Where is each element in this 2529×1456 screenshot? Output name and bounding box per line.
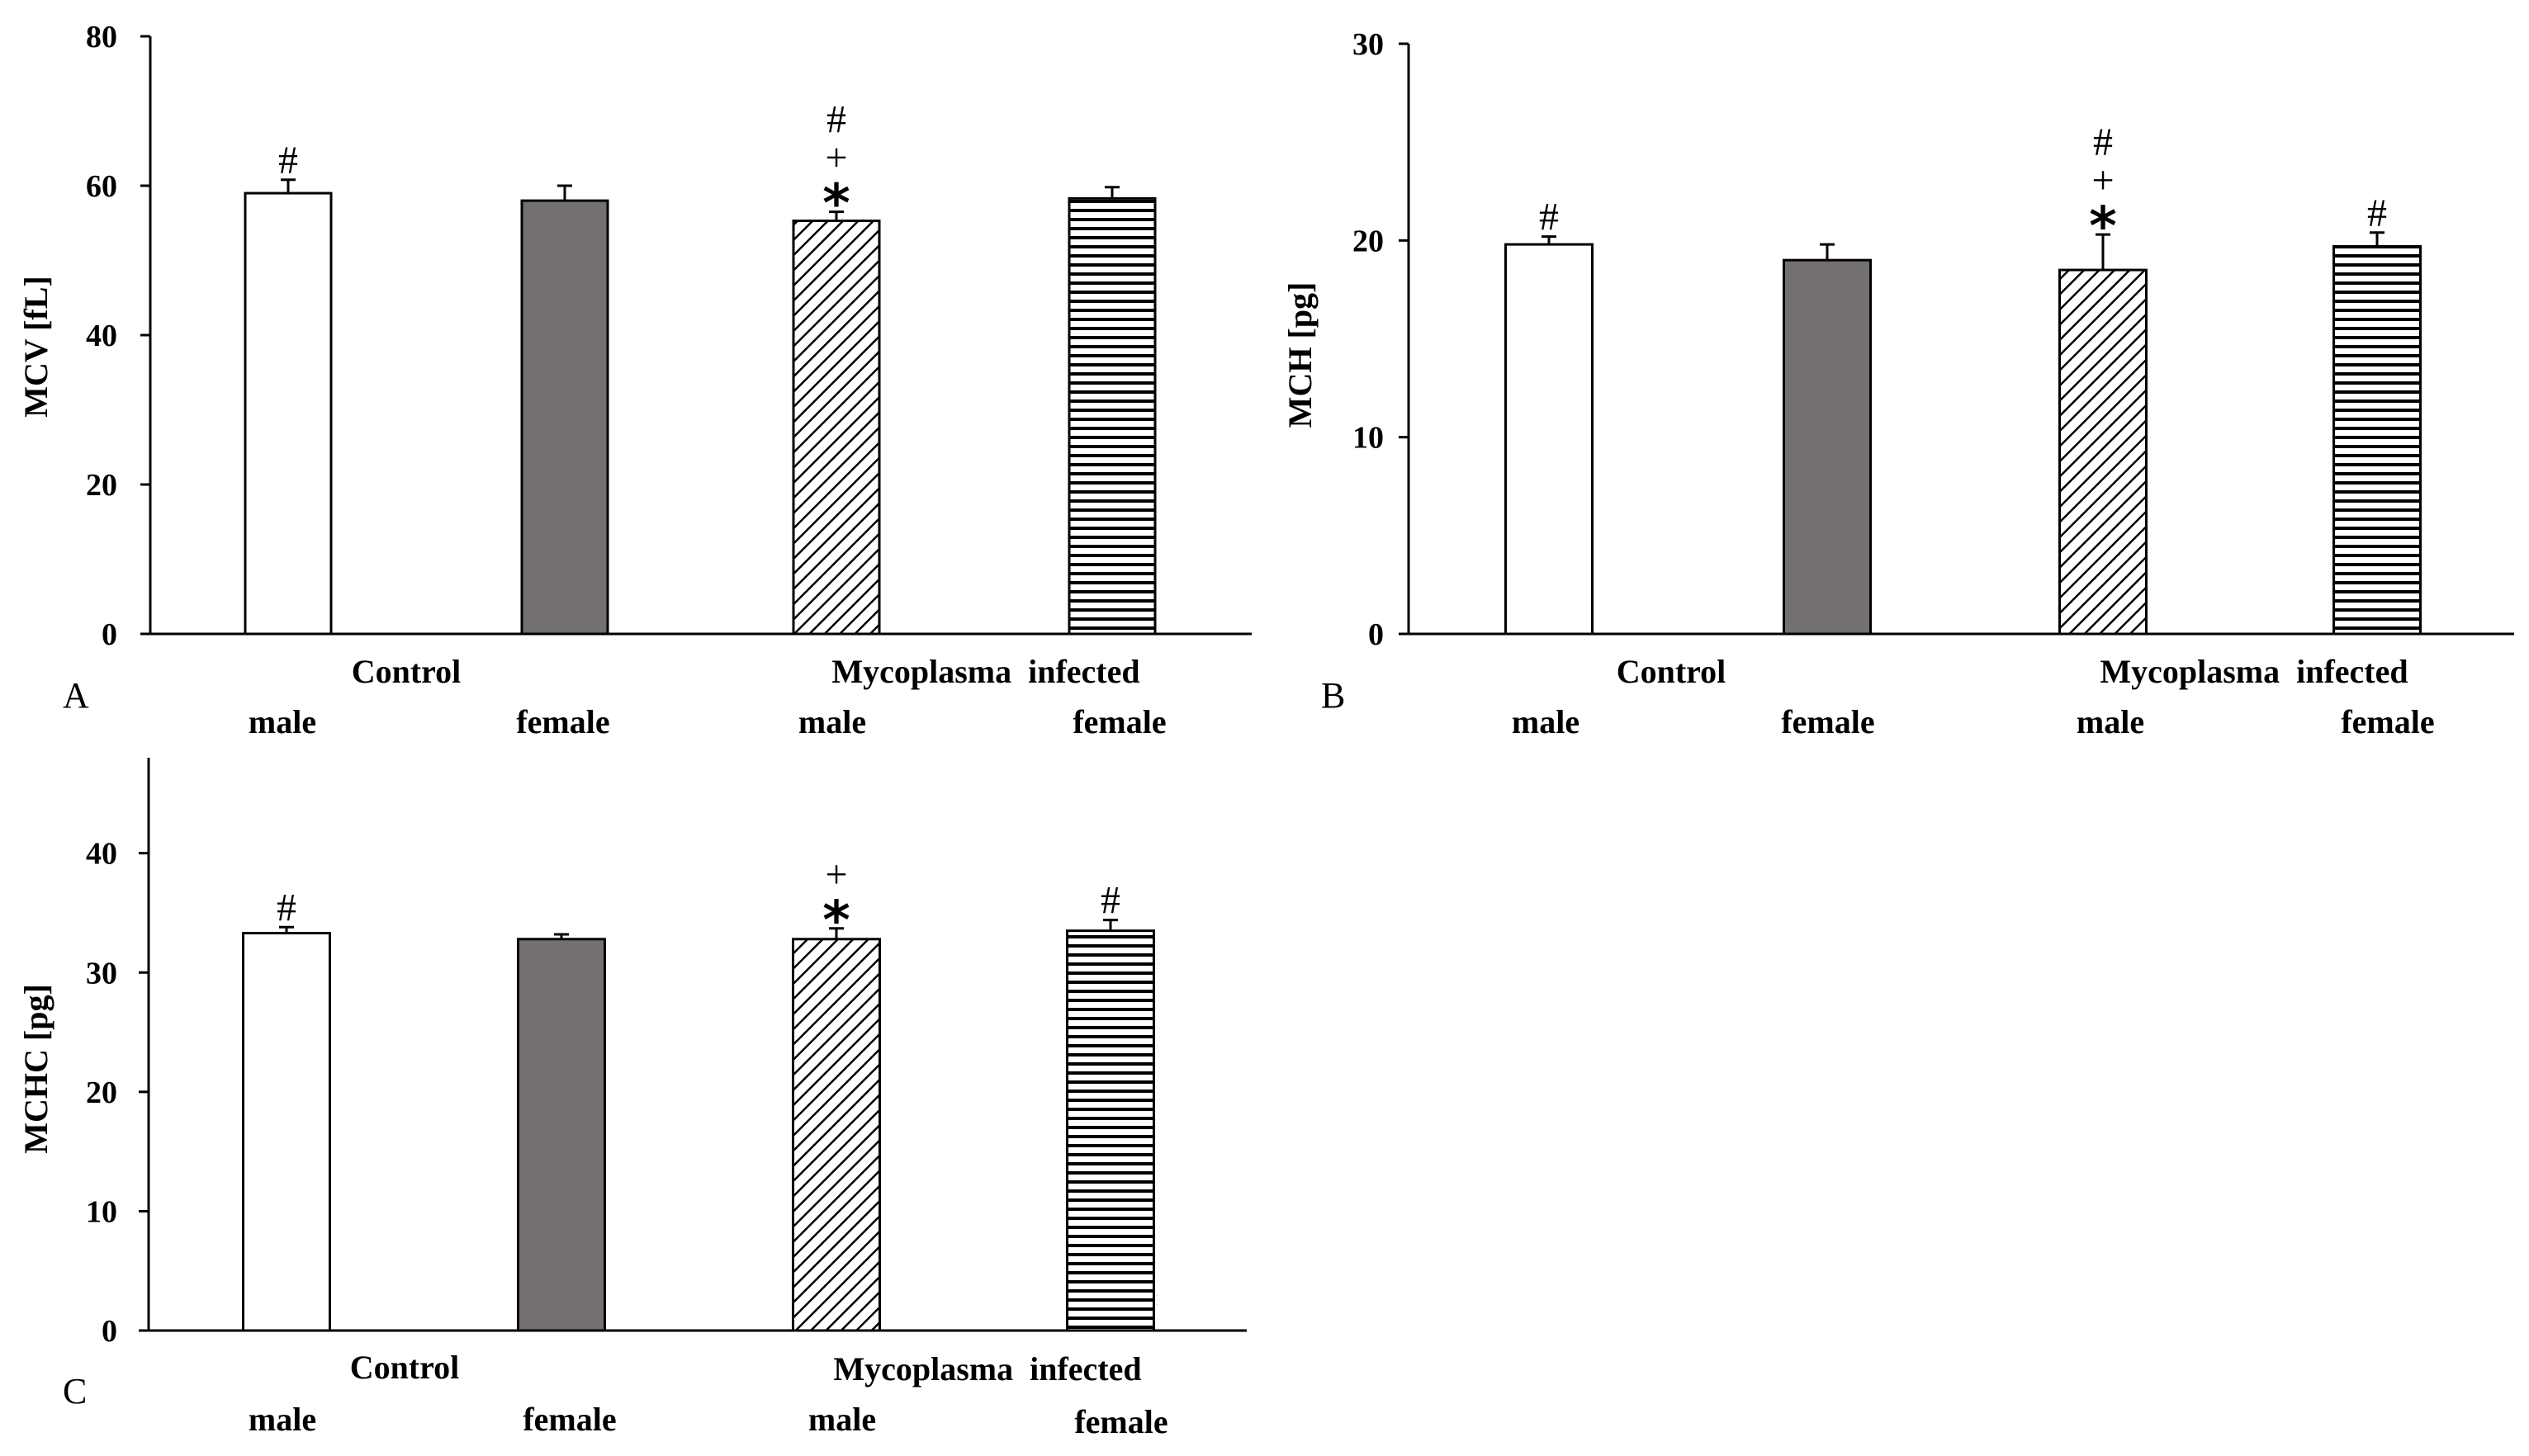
panel-b-annotation-hash: # bbox=[2367, 191, 2387, 235]
panel-c-group-label-control: Control bbox=[350, 1349, 460, 1386]
panel-b-group-label-control: Control bbox=[1617, 653, 1726, 690]
panel-a-bar-1 bbox=[244, 191, 333, 636]
panel-a-bar-3 bbox=[792, 220, 881, 636]
panel-c-bars: # *+ # bbox=[242, 853, 1155, 1332]
panel-a-annotation-plus: + bbox=[825, 136, 847, 180]
panel-a-y-tick-label: 0 bbox=[102, 617, 117, 652]
panel-c-y-tick-label: 0 bbox=[102, 1314, 117, 1349]
panel-c-axes: 0 10 20 30 40 bbox=[86, 758, 1247, 1349]
panel-c-category-label-2: female bbox=[523, 1401, 616, 1438]
panel-b-y-tick-label: 10 bbox=[1352, 421, 1384, 456]
chart-panel-c: 0 10 20 30 40 # *+ # MCHC [pg] Control Mycopla… bbox=[17, 758, 1247, 1440]
panel-a-y-tick-label: 40 bbox=[86, 319, 117, 353]
panel-b-y-tick-label: 0 bbox=[1368, 617, 1384, 652]
panel-b-annotation-asterisk: * bbox=[2089, 196, 2116, 258]
panel-c-y-tick-label: 10 bbox=[86, 1194, 117, 1229]
panel-a-category-label-1: male bbox=[249, 703, 316, 740]
panel-b-y-tick-label: 30 bbox=[1352, 27, 1384, 62]
panel-c-group-label-infected: Mycoplasma infected bbox=[833, 1350, 1141, 1387]
panel-c-annotation-hash: # bbox=[277, 886, 296, 929]
panel-b-annotation-hash: # bbox=[1539, 196, 1559, 239]
panel-a-category-label-2: female bbox=[516, 703, 609, 740]
panel-a-letter: A bbox=[63, 675, 89, 716]
panel-c-bar-3 bbox=[792, 938, 881, 1332]
panel-c-annotation-plus: + bbox=[825, 853, 847, 896]
panel-b-bars: # *+## bbox=[1504, 121, 2422, 636]
panel-c-category-label-4: female bbox=[1074, 1403, 1167, 1440]
panel-c-bar-2 bbox=[517, 938, 606, 1332]
panel-c-category-label-1: male bbox=[249, 1401, 316, 1438]
panel-c-bar-4 bbox=[1066, 929, 1155, 1332]
panel-a-annotation-hash: # bbox=[278, 139, 298, 182]
panel-a-y-tick-label: 60 bbox=[86, 169, 117, 204]
panel-c-annotation-hash: # bbox=[1101, 879, 1120, 923]
panel-a-group-label-control: Control bbox=[352, 653, 462, 690]
panel-c-category-label-3: male bbox=[808, 1401, 876, 1438]
panel-c-y-tick-label: 30 bbox=[86, 956, 117, 990]
panel-b-y-axis-label: MCH [pg] bbox=[1281, 282, 1319, 428]
panel-a-annotation-hash: # bbox=[826, 98, 846, 142]
panel-b-y-tick-label: 20 bbox=[1352, 224, 1384, 258]
panel-a-y-axis-label: MCV [fL] bbox=[17, 276, 54, 417]
panel-c-y-tick-label: 20 bbox=[86, 1075, 117, 1110]
panel-b-bar-2 bbox=[1783, 258, 1872, 636]
panel-b-bar-3 bbox=[2058, 268, 2148, 636]
panel-b-annotation-plus: + bbox=[2091, 158, 2114, 202]
panel-b-bar-4 bbox=[2332, 244, 2422, 636]
panel-b-category-label-2: female bbox=[1781, 703, 1874, 740]
panel-c-y-axis-label: MCHC [pg] bbox=[17, 984, 54, 1154]
panel-b-category-label-1: male bbox=[1512, 703, 1579, 740]
panel-c-letter: C bbox=[63, 1371, 87, 1411]
panel-a-category-label-4: female bbox=[1073, 703, 1166, 740]
panel-a-category-label-3: male bbox=[798, 703, 866, 740]
panel-b-annotation-hash: # bbox=[2093, 121, 2113, 164]
panel-c-annotation-asterisk: * bbox=[822, 891, 850, 952]
panel-c-y-tick-label: 40 bbox=[86, 837, 117, 872]
panel-b-category-label-3: male bbox=[2077, 703, 2144, 740]
panel-b-letter: B bbox=[1321, 675, 1345, 716]
panel-a-bar-4 bbox=[1068, 196, 1157, 636]
panel-b-group-label-infected: Mycoplasma infected bbox=[2100, 653, 2408, 690]
panel-a-annotation-asterisk: * bbox=[822, 174, 850, 235]
panel-a-group-label-infected: Mycoplasma infected bbox=[831, 653, 1139, 690]
panel-c-bar-1 bbox=[242, 932, 331, 1332]
panel-b-category-label-4: female bbox=[2341, 703, 2434, 740]
panel-a-y-tick-label: 20 bbox=[86, 468, 117, 503]
panel-a-bar-2 bbox=[520, 199, 609, 636]
panel-b-bar-1 bbox=[1504, 243, 1594, 636]
panel-a-y-tick-label: 80 bbox=[86, 20, 117, 54]
panel-a-bars: #*+# bbox=[244, 98, 1157, 636]
